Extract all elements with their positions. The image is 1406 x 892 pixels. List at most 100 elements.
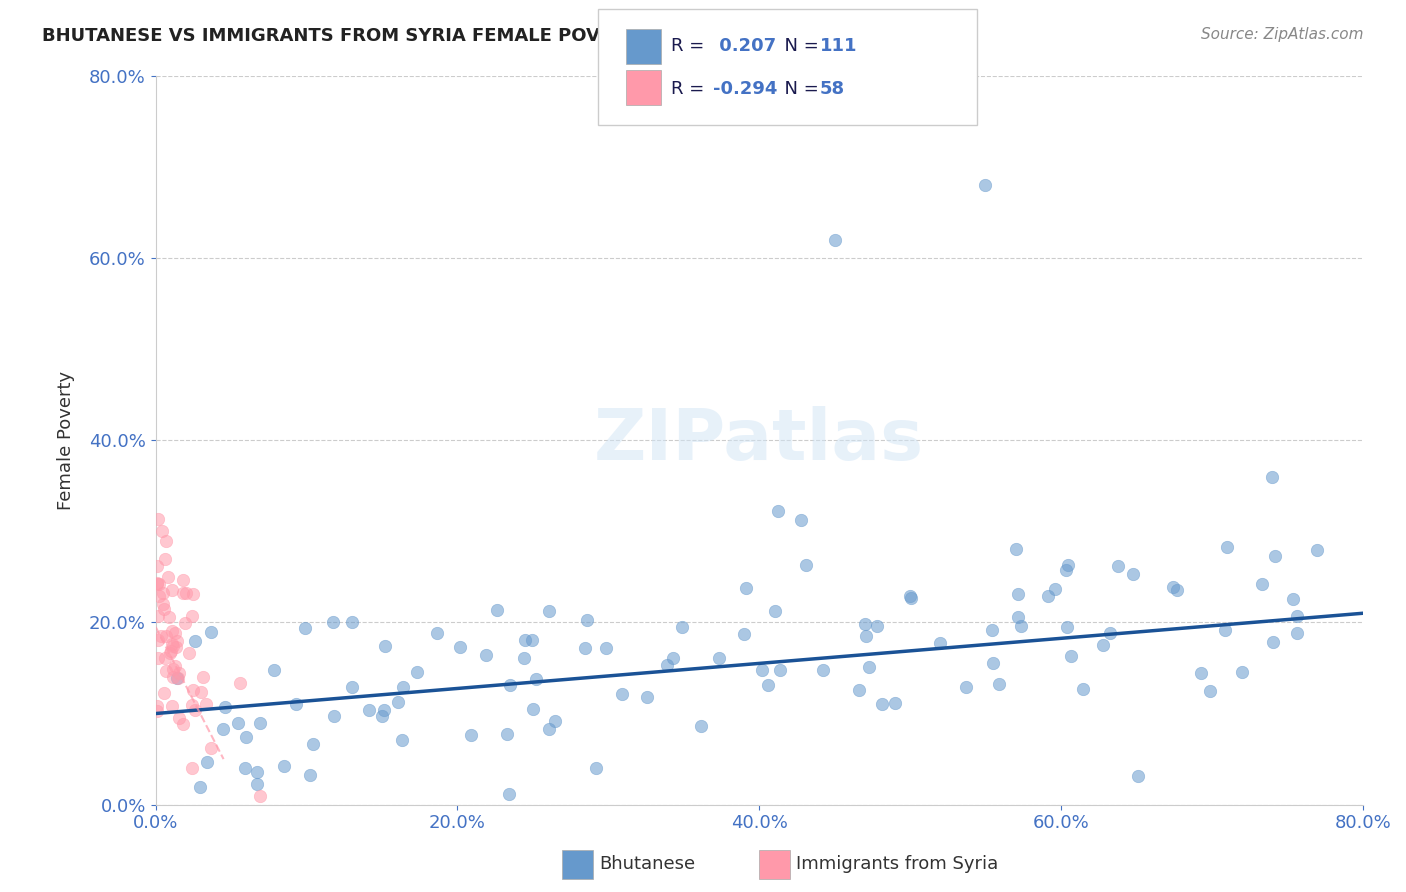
Point bbox=[449, 640, 471, 655]
Point bbox=[166, 671, 188, 685]
Point bbox=[146, 512, 169, 526]
Point bbox=[190, 685, 212, 699]
Point bbox=[475, 648, 498, 663]
Point bbox=[150, 629, 173, 643]
Point bbox=[1043, 582, 1066, 597]
Point bbox=[285, 697, 308, 711]
Point bbox=[1261, 469, 1284, 483]
Point bbox=[513, 650, 536, 665]
Point bbox=[1007, 587, 1029, 601]
Point bbox=[486, 603, 509, 617]
Point bbox=[273, 758, 295, 772]
Text: R =: R = bbox=[671, 80, 710, 98]
Point bbox=[249, 716, 271, 731]
Point bbox=[233, 761, 256, 775]
Point bbox=[794, 558, 817, 573]
Point bbox=[357, 703, 380, 717]
Point bbox=[1004, 542, 1026, 557]
Point bbox=[496, 727, 519, 741]
Point bbox=[1010, 619, 1032, 633]
Point bbox=[155, 534, 177, 549]
Point bbox=[1007, 610, 1029, 624]
Point bbox=[371, 709, 394, 723]
Point bbox=[733, 627, 755, 641]
Point bbox=[188, 780, 211, 794]
Text: N =: N = bbox=[773, 80, 825, 98]
Point bbox=[146, 577, 169, 591]
Point bbox=[1264, 549, 1286, 563]
Point bbox=[1060, 649, 1083, 664]
Point bbox=[155, 629, 177, 643]
Point bbox=[751, 663, 773, 677]
Point bbox=[406, 665, 429, 680]
Point bbox=[180, 761, 202, 775]
Point bbox=[769, 663, 792, 677]
Point bbox=[156, 570, 179, 584]
Point bbox=[169, 710, 191, 724]
Point bbox=[883, 696, 905, 710]
Point bbox=[146, 576, 169, 591]
Point bbox=[235, 731, 257, 745]
Point bbox=[229, 676, 252, 690]
Point bbox=[172, 716, 194, 731]
Point bbox=[340, 681, 363, 695]
Point bbox=[1107, 558, 1129, 573]
Point bbox=[294, 621, 316, 635]
Point bbox=[160, 624, 183, 638]
Point bbox=[1166, 583, 1188, 598]
Point bbox=[1126, 769, 1149, 783]
Text: Immigrants from Syria: Immigrants from Syria bbox=[796, 855, 998, 873]
Point bbox=[853, 617, 876, 632]
Point bbox=[162, 663, 184, 677]
Point bbox=[191, 670, 214, 684]
Point bbox=[298, 768, 321, 782]
Point bbox=[148, 589, 170, 603]
Point bbox=[174, 586, 197, 600]
Point bbox=[1281, 591, 1303, 606]
Point bbox=[263, 663, 285, 677]
Point bbox=[735, 581, 758, 595]
Point bbox=[200, 741, 222, 756]
Point bbox=[162, 637, 184, 651]
Point bbox=[1163, 580, 1185, 594]
Point bbox=[595, 640, 617, 655]
Point bbox=[391, 680, 413, 694]
Point bbox=[1230, 665, 1253, 679]
Point bbox=[520, 632, 543, 647]
Point bbox=[709, 651, 731, 665]
Point bbox=[661, 651, 683, 665]
Point bbox=[848, 683, 870, 698]
Point bbox=[537, 722, 560, 736]
Point bbox=[194, 697, 217, 711]
Point bbox=[988, 677, 1011, 691]
Point bbox=[1251, 577, 1274, 591]
Point bbox=[163, 659, 186, 673]
Point bbox=[537, 604, 560, 618]
Point bbox=[1286, 626, 1309, 640]
Point bbox=[374, 640, 396, 654]
Point bbox=[195, 755, 218, 769]
Point bbox=[824, 233, 846, 247]
Point bbox=[1213, 623, 1236, 637]
Point bbox=[637, 690, 659, 704]
Point bbox=[499, 677, 522, 691]
Point bbox=[146, 633, 169, 648]
Point bbox=[301, 737, 323, 751]
Text: 58: 58 bbox=[820, 80, 845, 98]
Point bbox=[544, 714, 567, 728]
Point bbox=[387, 695, 409, 709]
Point bbox=[212, 722, 235, 736]
Point bbox=[340, 615, 363, 629]
Text: Bhutanese: Bhutanese bbox=[599, 855, 695, 873]
Point bbox=[152, 685, 174, 699]
Point bbox=[157, 610, 180, 624]
Point bbox=[152, 598, 174, 612]
Point bbox=[900, 591, 922, 606]
Point bbox=[181, 682, 204, 697]
Point bbox=[180, 698, 202, 713]
Point bbox=[166, 633, 188, 648]
Point bbox=[576, 613, 599, 627]
Point bbox=[200, 625, 222, 640]
Point bbox=[246, 764, 269, 779]
Point bbox=[870, 697, 893, 711]
